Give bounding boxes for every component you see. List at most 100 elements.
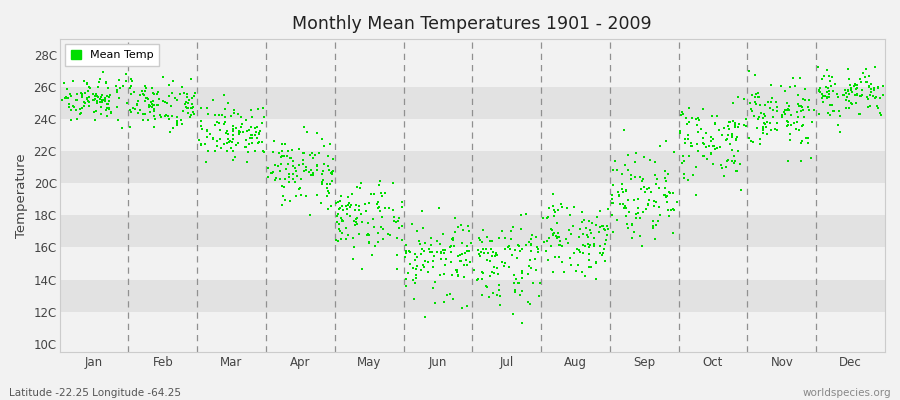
Point [475, 227, 490, 233]
Point [661, 171, 675, 177]
Point [562, 227, 576, 233]
Point [830, 91, 844, 98]
Point [123, 82, 138, 89]
Point [821, 110, 835, 116]
Point [183, 97, 197, 104]
Point [238, 137, 253, 144]
Point [180, 94, 194, 100]
Point [456, 262, 471, 268]
Point [383, 232, 398, 239]
Point [781, 158, 796, 164]
Point [68, 107, 83, 113]
Point [621, 167, 635, 174]
Point [217, 121, 231, 128]
Point [584, 230, 598, 236]
Point [97, 95, 112, 102]
Point [868, 94, 883, 100]
Point [541, 214, 555, 220]
Point [822, 91, 836, 98]
Point [348, 216, 363, 222]
Point [290, 173, 304, 179]
Point [375, 225, 390, 232]
Point [212, 112, 226, 118]
Point [592, 229, 607, 236]
Point [92, 78, 106, 85]
Point [502, 264, 517, 270]
Point [80, 80, 94, 86]
Point [729, 168, 743, 174]
Point [752, 140, 767, 147]
Point [82, 94, 96, 101]
Point [554, 201, 568, 207]
Point [310, 130, 324, 136]
Point [748, 93, 762, 100]
Point [184, 105, 198, 111]
Point [176, 121, 190, 127]
Point [505, 310, 519, 317]
Point [823, 112, 837, 118]
Point [228, 153, 242, 160]
Point [349, 216, 364, 222]
Point [751, 94, 765, 101]
Point [595, 223, 609, 229]
Point [868, 64, 882, 70]
Point [206, 97, 220, 104]
Point [354, 211, 368, 218]
Point [146, 98, 160, 104]
Point [546, 207, 561, 213]
Point [165, 103, 179, 109]
Point [256, 147, 271, 154]
Point [448, 266, 463, 273]
Point [334, 215, 348, 222]
Point [315, 179, 329, 185]
Point [346, 235, 360, 241]
Point [161, 116, 176, 122]
Point [652, 204, 666, 210]
Point [812, 111, 826, 117]
Point [218, 119, 232, 125]
Point [633, 232, 647, 239]
Point [628, 173, 643, 180]
Point [581, 250, 596, 257]
Point [839, 96, 853, 103]
Point [490, 251, 504, 258]
Point [212, 127, 227, 133]
Point [480, 233, 494, 240]
Point [744, 108, 759, 114]
Point [391, 252, 405, 258]
Point [238, 117, 253, 123]
Point [824, 74, 839, 80]
Point [731, 124, 745, 130]
Point [619, 205, 634, 212]
Point [183, 114, 197, 120]
Point [841, 86, 855, 93]
Point [697, 153, 711, 160]
Point [328, 236, 343, 243]
Point [315, 181, 329, 187]
Point [786, 74, 800, 81]
Point [739, 123, 753, 129]
Point [593, 243, 608, 250]
Point [451, 224, 465, 230]
Point [658, 194, 672, 200]
Point [426, 264, 440, 270]
Point [685, 142, 699, 149]
Point [220, 135, 235, 142]
Y-axis label: Temperature: Temperature [15, 153, 28, 238]
Point [142, 102, 157, 109]
Point [349, 219, 364, 226]
Point [212, 136, 227, 142]
Point [346, 244, 361, 250]
Point [647, 172, 662, 178]
Point [531, 246, 545, 252]
Point [553, 241, 567, 248]
Point [201, 134, 215, 140]
Point [550, 235, 564, 242]
Point [509, 255, 524, 261]
Point [194, 122, 208, 129]
Point [812, 88, 826, 94]
Bar [59, 248, 885, 280]
Point [355, 179, 369, 186]
Point [652, 212, 667, 219]
Point [680, 121, 694, 128]
